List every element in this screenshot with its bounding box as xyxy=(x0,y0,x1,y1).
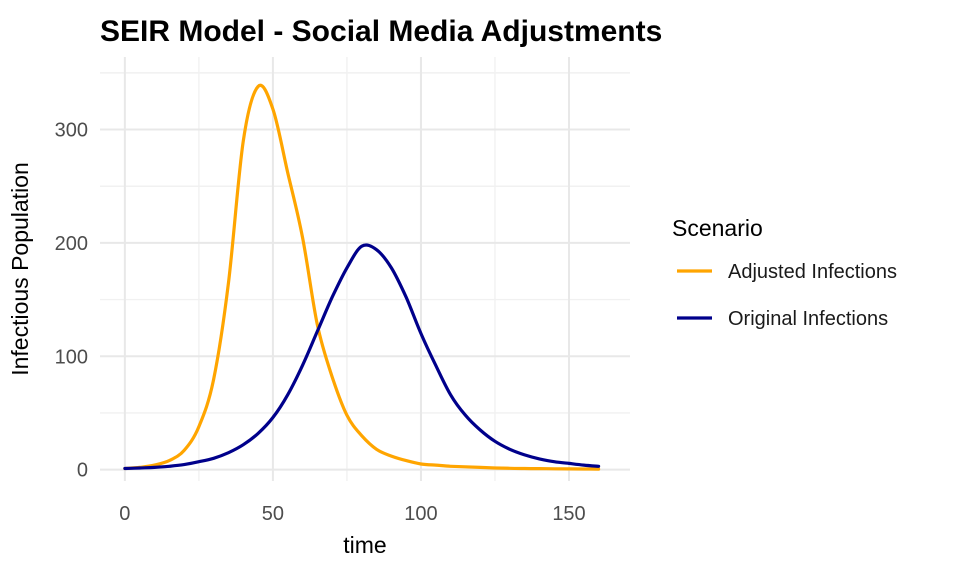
curve-adjusted-infections xyxy=(123,83,601,471)
y-tick-label: 0 xyxy=(77,460,88,482)
data-curves xyxy=(123,83,601,471)
y-tick-label: 200 xyxy=(55,233,88,255)
y-axis-tick-labels: 0 100 200 300 xyxy=(55,120,88,482)
minor-gridlines xyxy=(100,57,630,481)
y-tick-label: 300 xyxy=(55,120,88,142)
x-axis-tick-labels: 0 50 100 150 xyxy=(119,503,585,525)
legend-label: Adjusted Infections xyxy=(728,261,897,283)
legend-title: Scenario xyxy=(672,215,763,241)
legend: Scenario Adjusted Infections Original Inf… xyxy=(672,215,897,330)
x-axis-title: time xyxy=(343,532,386,558)
x-tick-label: 150 xyxy=(552,503,585,525)
x-tick-label: 50 xyxy=(262,503,284,525)
major-gridlines xyxy=(100,57,630,481)
plot-title: SEIR Model - Social Media Adjustments xyxy=(100,15,662,48)
legend-entries: Adjusted Infections Original Infections xyxy=(677,261,897,330)
x-tick-label: 100 xyxy=(404,503,437,525)
x-tick-label: 0 xyxy=(119,503,130,525)
y-tick-label: 100 xyxy=(55,346,88,368)
legend-label: Original Infections xyxy=(728,308,888,330)
y-axis-title: Infectious Population xyxy=(7,162,33,376)
curve-original-infections xyxy=(123,243,601,471)
